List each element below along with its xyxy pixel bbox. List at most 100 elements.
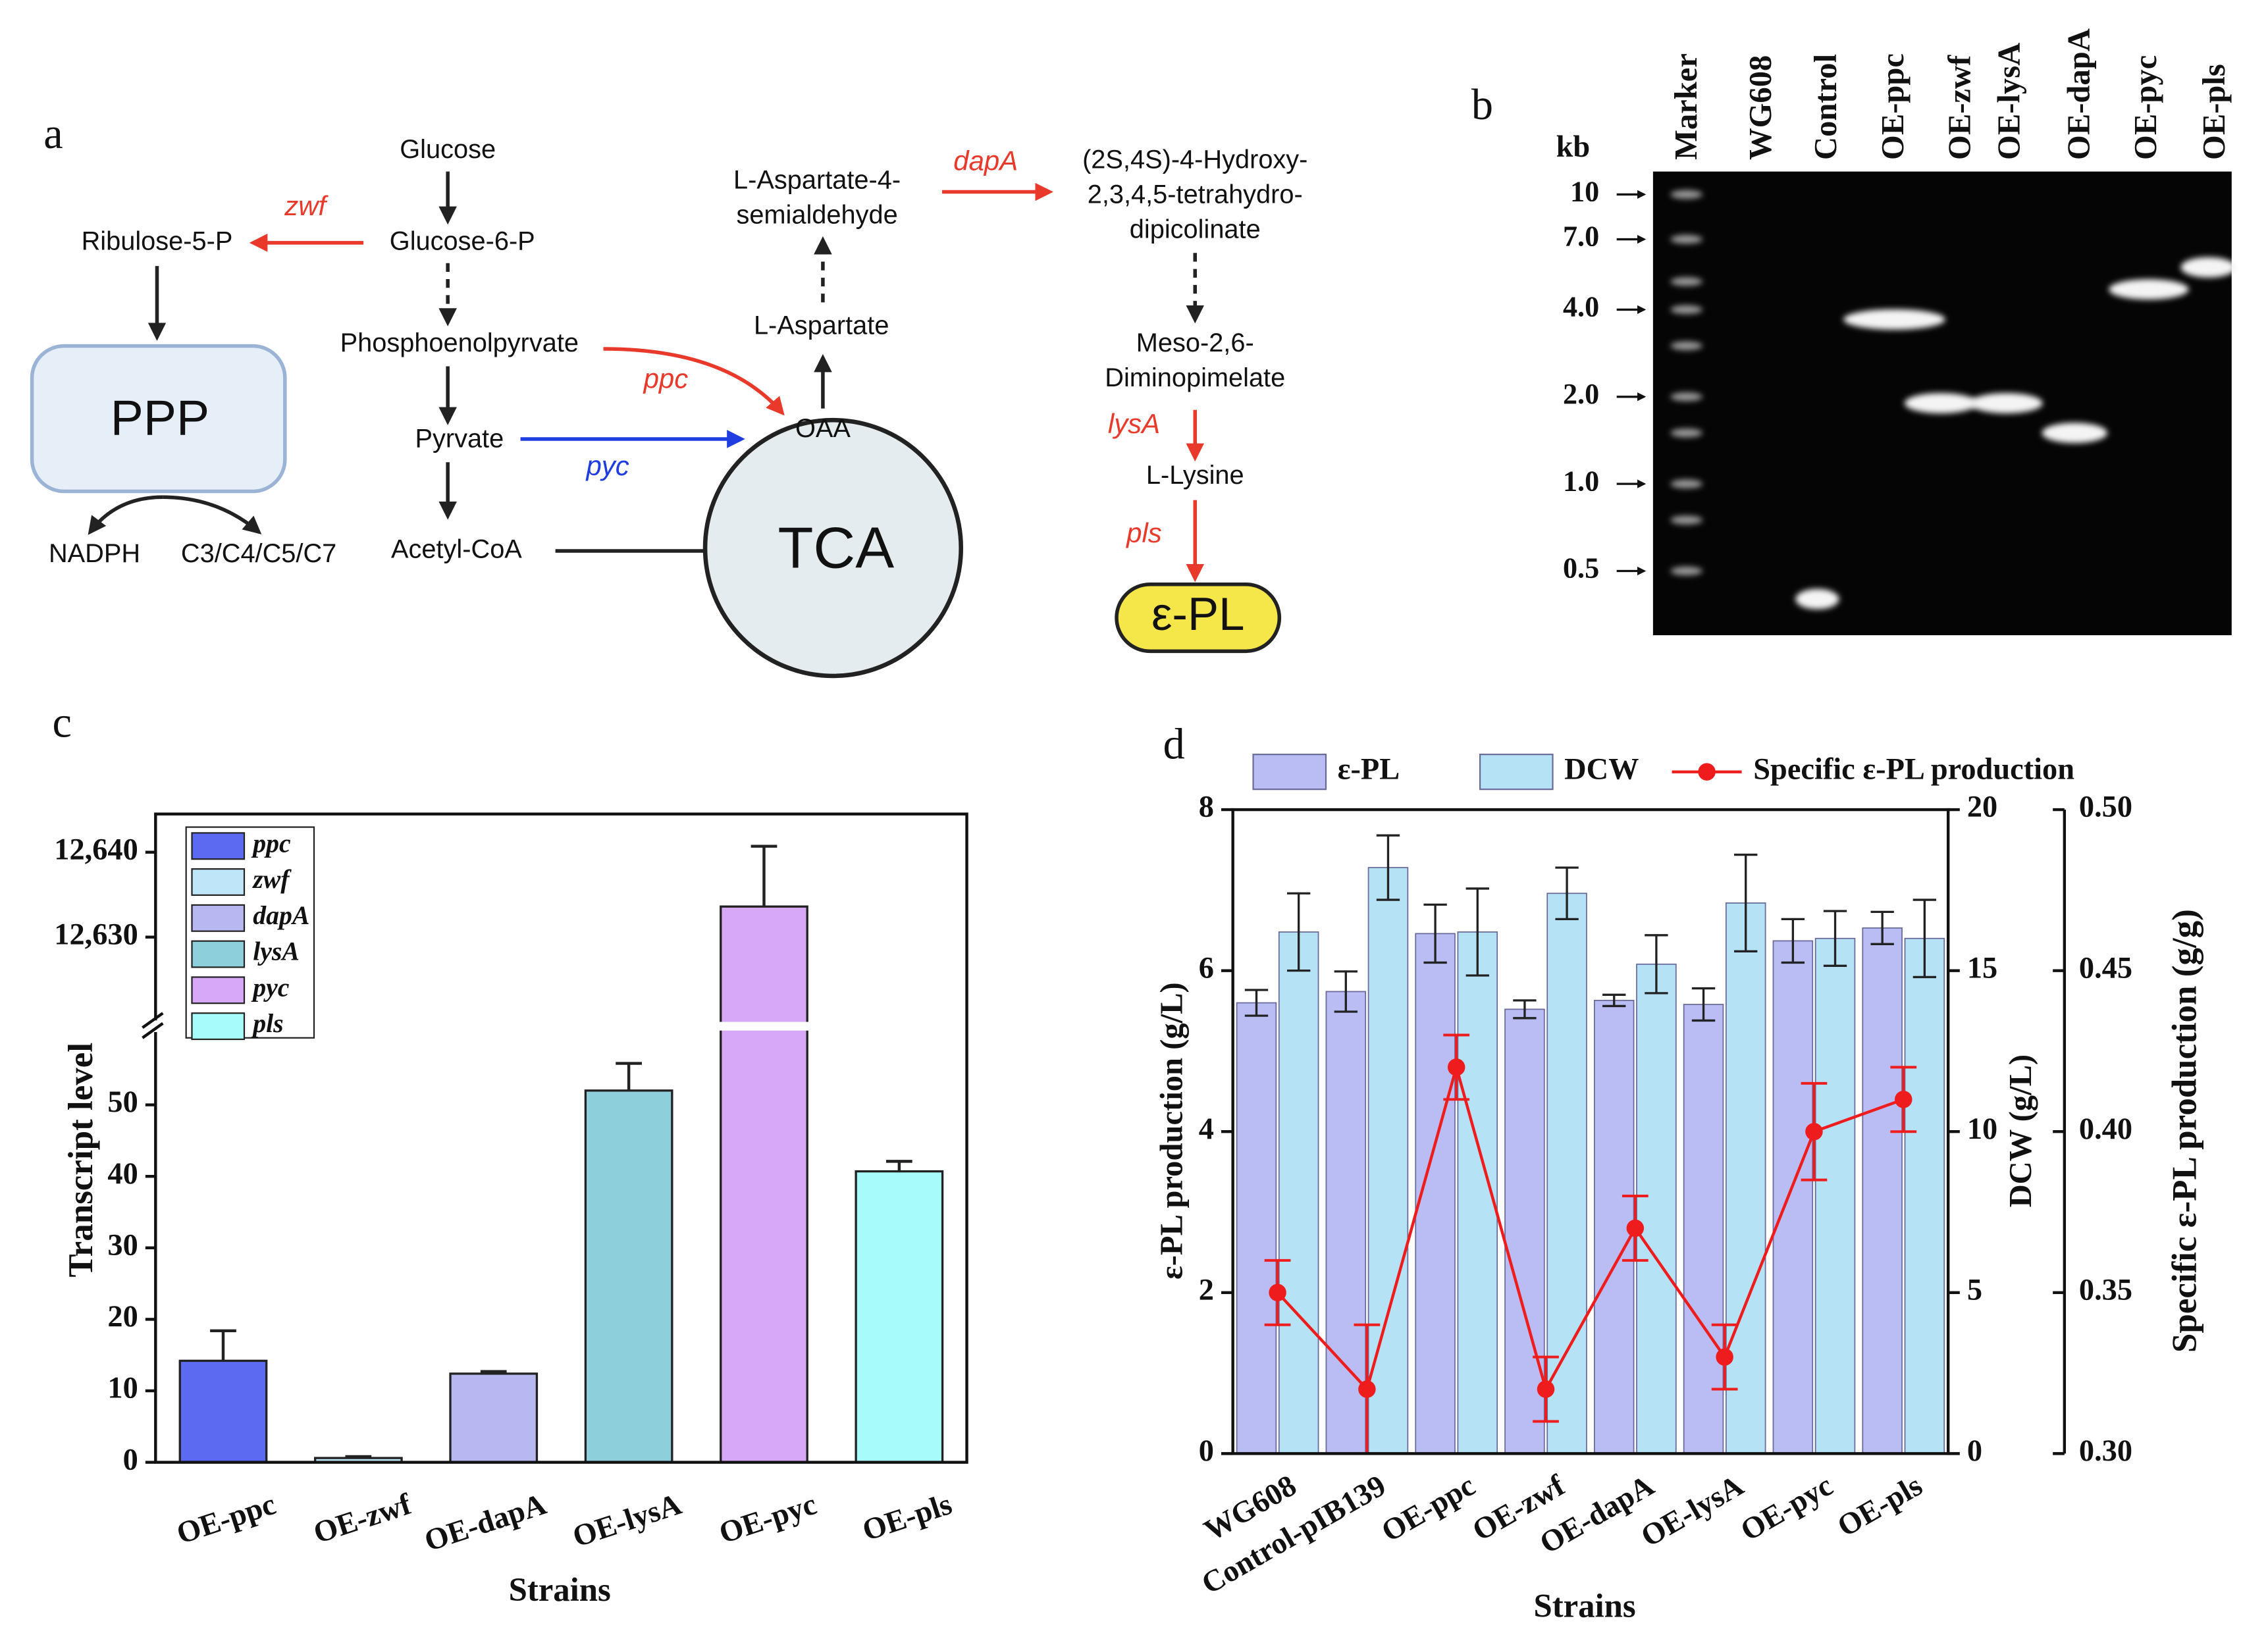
lane-label: OE-zwf <box>1941 55 1977 160</box>
lane-label: Control <box>1808 54 1843 160</box>
node-label: semialdehyde <box>736 201 897 230</box>
error-bar <box>751 844 778 907</box>
pathway-shapes <box>30 171 1282 679</box>
lane-label: Marker <box>1668 53 1704 160</box>
node-label: Acetyl-CoA <box>391 534 522 563</box>
bar <box>1236 1002 1277 1455</box>
node-label: Pyrvate <box>415 425 504 454</box>
error-bar <box>1645 934 1668 995</box>
enzyme-label: pls <box>1125 517 1162 548</box>
bar <box>1725 902 1766 1455</box>
x-tick-label: OE-ppc <box>1376 1469 1481 1549</box>
node-label: Glucose-6-P <box>390 226 535 255</box>
gel-band <box>2109 279 2189 300</box>
error-bar <box>480 1370 507 1374</box>
node-label: Phosphoenolpyrvate <box>340 328 579 357</box>
node-label: dipicolinate <box>1130 215 1261 244</box>
error-bar <box>1602 993 1626 1008</box>
y-tick-label: 10 <box>107 1372 138 1405</box>
tick-label: 8 <box>1199 791 1214 824</box>
panel-label: a <box>43 110 63 158</box>
gel-band <box>1670 515 1702 525</box>
node-label: (2S,4S)-4-Hydroxy- <box>1082 145 1307 174</box>
tick-label: 5 <box>1967 1273 1982 1307</box>
gel-band <box>2042 423 2107 444</box>
tick-label: 0.40 <box>2079 1112 2132 1146</box>
enzyme-label: dapA <box>953 145 1018 176</box>
arrow <box>88 495 163 535</box>
node-label: L-Lysine <box>1146 461 1244 490</box>
y-axis-title: Transcript level <box>62 1043 100 1278</box>
node-label: Ribulose-5-P <box>82 226 233 255</box>
bar <box>720 905 808 1464</box>
tick-label: 10 <box>1967 1112 1997 1146</box>
tick-label: 20 <box>1967 791 1997 824</box>
y-tick-label: 30 <box>107 1228 138 1262</box>
enzyme-label: lysA <box>1108 408 1160 439</box>
panel-label: c <box>53 698 72 746</box>
point <box>1537 1380 1555 1398</box>
bar <box>1278 931 1319 1455</box>
legend-label: lysA <box>253 937 300 966</box>
bar <box>584 1089 673 1464</box>
error-bar <box>1513 999 1537 1020</box>
node-label: ε-PL <box>1151 588 1244 640</box>
line <box>1276 1062 1905 1393</box>
bar <box>1862 927 1903 1455</box>
gel-band <box>1670 566 1702 576</box>
error-bar <box>1423 903 1447 964</box>
gel-band <box>1843 309 1945 330</box>
lane-label: OE-ppc <box>1875 53 1911 160</box>
bar-break <box>718 1022 810 1031</box>
node-label: L-Aspartate-4- <box>733 166 901 195</box>
node-label: PPP <box>111 390 209 445</box>
axis-break <box>142 1012 164 1039</box>
error-bar <box>1870 910 1894 945</box>
legend-label: ε-PL <box>1338 752 1400 786</box>
tick-label: 2 <box>1199 1273 1214 1307</box>
y-tick-label: 20 <box>107 1300 138 1334</box>
kb-tick-label: 4.0 <box>1563 291 1599 323</box>
error-bar <box>1244 989 1269 1017</box>
point <box>1447 1058 1465 1076</box>
bar <box>178 1359 268 1464</box>
legend-swatch <box>1479 754 1554 791</box>
error-bar <box>1376 834 1400 901</box>
error-bar <box>1555 866 1579 921</box>
gel-band <box>1904 393 1978 414</box>
point <box>1269 1284 1286 1302</box>
point <box>1358 1380 1376 1398</box>
legend-swatch <box>1252 754 1327 791</box>
node-label: C3/C4/C5/C7 <box>181 539 336 568</box>
kb-tick-label: 2.0 <box>1563 378 1599 410</box>
arrow <box>163 495 262 534</box>
legend-marker <box>1698 763 1716 781</box>
y3-axis-title: Specific ε-PL production (g/g) <box>2166 909 2204 1353</box>
x-axis-title: Strains <box>1533 1587 1635 1624</box>
y-tick-label: 40 <box>107 1157 138 1191</box>
tick-label: 0 <box>1967 1434 1982 1468</box>
error-bar <box>1286 892 1311 972</box>
node-label: OAA <box>795 414 851 443</box>
x-tick-label: OE-pyc <box>1735 1469 1839 1548</box>
bar <box>1636 963 1677 1455</box>
epl-pill <box>1115 583 1282 654</box>
gel-band <box>1670 341 1702 350</box>
y-axis-title: ε-PL production (g/L) <box>1153 982 1189 1280</box>
point <box>1716 1348 1733 1366</box>
node-label: Diminopimelate <box>1105 363 1285 392</box>
legend-label: DCW <box>1564 752 1639 786</box>
arrow <box>603 347 785 416</box>
y-tick-label: 12,640 <box>54 833 138 866</box>
y-tick-label: 50 <box>107 1085 138 1119</box>
error-bar <box>1691 987 1716 1022</box>
error-bar <box>210 1329 236 1361</box>
legend-label: Specific ε-PL production <box>1753 752 2074 786</box>
gel-band <box>1670 392 1702 402</box>
gel-band <box>2180 257 2236 278</box>
x-tick-label: OE-pls <box>1832 1469 1928 1544</box>
bar <box>1504 1008 1545 1455</box>
gel-band <box>1670 234 1702 244</box>
tick-label: 4 <box>1199 1112 1214 1146</box>
legend-swatch <box>191 904 246 932</box>
